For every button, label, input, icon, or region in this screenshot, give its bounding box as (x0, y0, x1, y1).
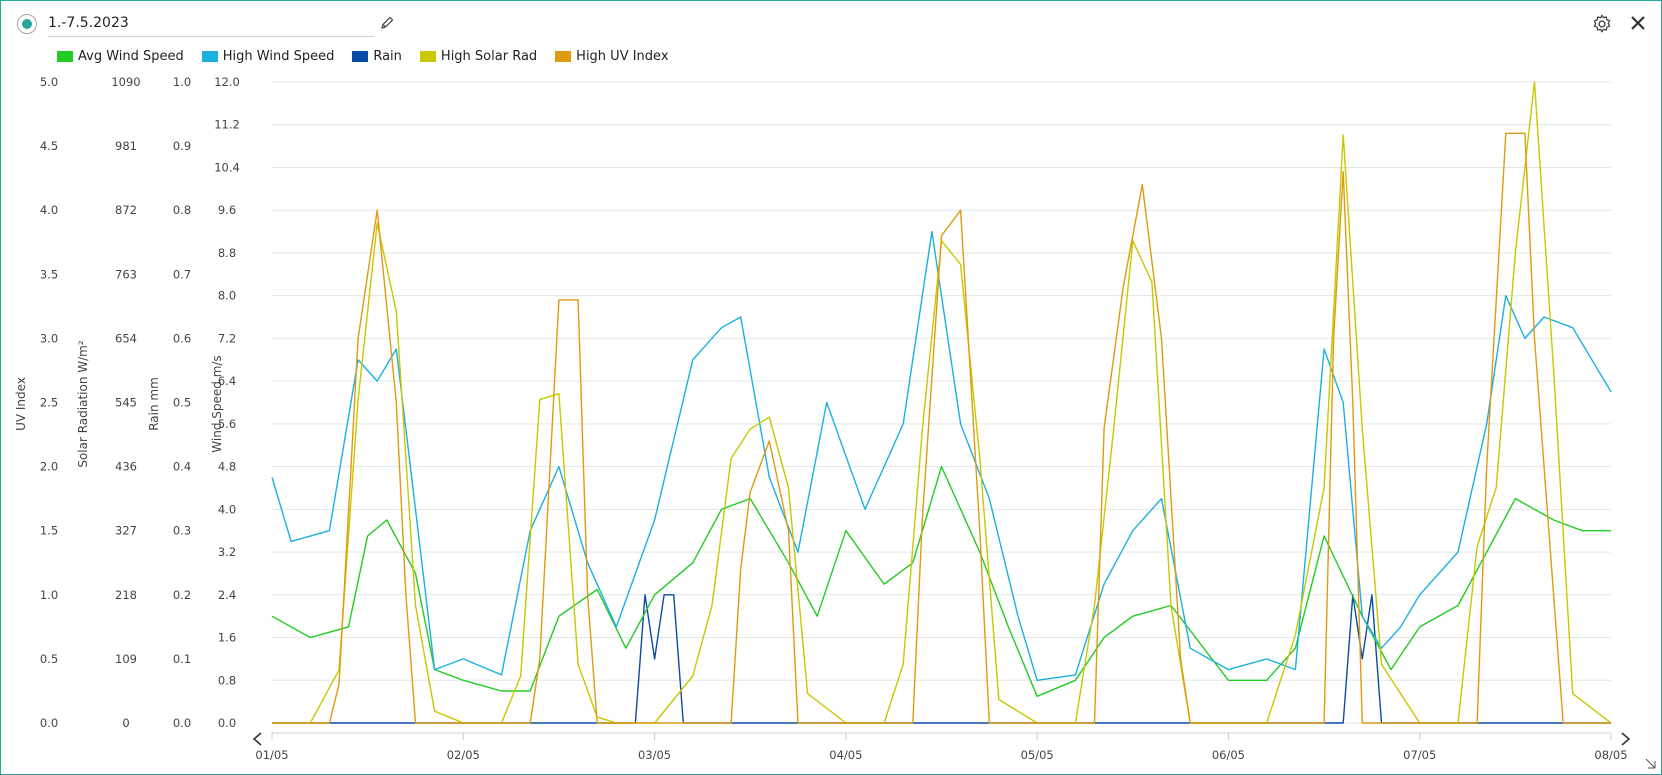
uv-tick-label: 5.0 (40, 75, 58, 89)
rain-tick-label: 1.0 (173, 75, 191, 89)
rain-tick-label: 0.7 (173, 267, 191, 281)
x-tick-label: 06/05 (1212, 748, 1245, 762)
legend-label: High UV Index (576, 48, 669, 64)
wind-tick-label: 9.6 (218, 203, 236, 217)
wind-tick-label: 1.6 (218, 631, 236, 645)
resize-grip-icon (1645, 758, 1656, 769)
uv-tick-label: 2.5 (40, 396, 58, 410)
solar-tick-label: 327 (115, 524, 137, 538)
series-line-avg-wind-speed (271, 465, 1611, 697)
chart-legend: Avg Wind Speed High Wind Speed Rain High So… (57, 47, 687, 65)
solar-tick-label: 763 (115, 267, 137, 281)
x-tick-label: 05/05 (1021, 748, 1054, 762)
chart-header: 1.-7.5.2023 (17, 13, 1645, 37)
close-icon[interactable] (1628, 13, 1648, 33)
wind-tick-label: 0.8 (218, 673, 236, 687)
rain-tick-label: 0.0 (173, 716, 191, 730)
legend-swatch (57, 50, 73, 62)
uv-tick-label: 1.0 (40, 588, 58, 602)
uv-tick-label: 1.5 (40, 524, 58, 538)
wind-tick-label: 4.0 (218, 502, 236, 516)
solar-tick-label: 545 (115, 396, 137, 410)
rain-axis-title: Rain mm (147, 377, 161, 431)
legend-swatch (555, 50, 572, 62)
uv-tick-label: 4.0 (40, 203, 58, 217)
solar-axis-title: Solar Radiation W/m² (76, 340, 90, 468)
rain-tick-label: 0.9 (173, 139, 191, 153)
scroll-right-icon[interactable] (1621, 732, 1631, 746)
legend-swatch (201, 50, 218, 62)
wind-tick-label: 7.2 (218, 331, 236, 345)
series-line-rain (272, 594, 1611, 724)
solar-tick-label: 872 (115, 203, 137, 217)
legend-item[interactable]: Avg Wind Speed (57, 47, 184, 65)
rain-tick-label: 0.2 (173, 588, 191, 602)
uv-tick-label: 0.5 (40, 652, 58, 666)
uv-tick-label: 4.5 (40, 139, 58, 153)
legend-label: Avg Wind Speed (78, 48, 184, 64)
rain-tick-label: 0.4 (173, 460, 191, 474)
wind-tick-label: 11.2 (214, 118, 240, 132)
legend-item[interactable]: High Solar Rad (419, 47, 538, 65)
x-tick-label: 04/05 (829, 748, 862, 762)
uv-tick-label: 3.5 (40, 267, 58, 281)
series-line-high-uv-index (272, 132, 1611, 724)
rain-tick-label: 0.8 (173, 203, 191, 217)
solar-tick-label: 654 (115, 331, 137, 345)
wind-tick-label: 2.4 (218, 588, 236, 602)
solar-tick-label: 436 (115, 460, 137, 474)
solar-tick-label: 109 (115, 652, 137, 666)
x-tick-label: 08/05 (1594, 748, 1627, 762)
legend-item[interactable]: High UV Index (555, 47, 669, 65)
chart-title[interactable]: 1.-7.5.2023 (48, 15, 129, 31)
wind-tick-label: 12.0 (214, 75, 240, 89)
rain-tick-label: 0.6 (173, 331, 191, 345)
solar-tick-label: 981 (115, 139, 137, 153)
uv-tick-label: 3.0 (40, 331, 58, 345)
legend-item[interactable]: Rain (352, 47, 402, 65)
legend-swatch (419, 50, 436, 62)
solar-tick-label: 1090 (111, 75, 140, 89)
x-tick-label: 02/05 (447, 748, 480, 762)
x-tick-label: 07/05 (1403, 748, 1436, 762)
wind-tick-label: 8.8 (218, 246, 236, 260)
wind-tick-label: 10.4 (214, 160, 240, 174)
rain-tick-label: 0.1 (173, 652, 191, 666)
series-line-high-solar-rad (272, 81, 1612, 724)
select-radio[interactable] (17, 14, 37, 34)
wind-axis-title: Wind Speed m/s (210, 355, 224, 452)
wind-tick-label: 5.6 (218, 417, 236, 431)
legend-label: Rain (373, 48, 402, 64)
series-line-high-wind-speed (271, 230, 1612, 681)
x-tick-label: 03/05 (638, 748, 671, 762)
solar-tick-label: 0 (122, 716, 129, 730)
wind-tick-label: 0.0 (218, 716, 236, 730)
wind-tick-label: 6.4 (218, 374, 236, 388)
legend-label: High Solar Rad (440, 48, 538, 64)
gear-icon[interactable] (1591, 13, 1613, 35)
solar-tick-label: 218 (115, 588, 137, 602)
x-tick-label: 01/05 (255, 748, 288, 762)
scroll-left-icon[interactable] (252, 732, 262, 746)
legend-item[interactable]: High Wind Speed (201, 47, 335, 65)
legend-swatch (352, 50, 369, 62)
title-underline (48, 36, 374, 37)
wind-tick-label: 8.0 (218, 289, 236, 303)
legend-label: High Wind Speed (222, 48, 335, 64)
uv-tick-label: 2.0 (40, 460, 58, 474)
wind-tick-label: 4.8 (218, 460, 236, 474)
radio-dot (22, 19, 32, 29)
rain-tick-label: 0.5 (173, 396, 191, 410)
uv-tick-label: 0.0 (40, 716, 58, 730)
wind-tick-label: 3.2 (218, 545, 236, 559)
edit-icon[interactable] (379, 15, 395, 31)
rain-tick-label: 0.3 (173, 524, 191, 538)
uv-axis-title: UV Index (14, 377, 28, 431)
